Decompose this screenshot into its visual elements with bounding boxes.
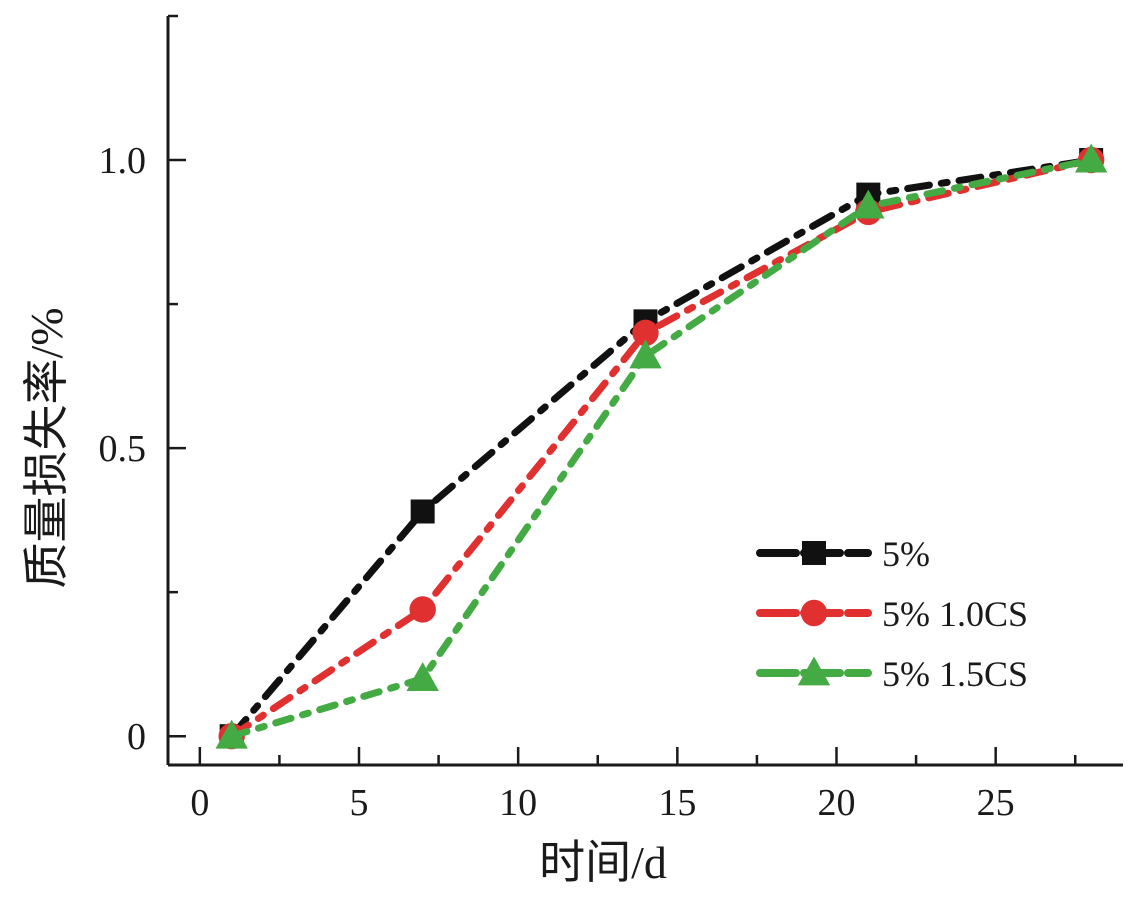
legend-marker xyxy=(797,656,831,686)
x-tick-label: 15 xyxy=(658,782,696,824)
x-tick-label: 10 xyxy=(499,782,537,824)
data-point xyxy=(1074,143,1108,173)
y-tick-label: 0 xyxy=(127,716,146,758)
legend-label: 5% xyxy=(882,534,930,574)
x-tick-label: 0 xyxy=(190,782,209,824)
series-3 xyxy=(215,143,1108,749)
x-tick-label: 5 xyxy=(350,782,369,824)
series-line xyxy=(228,156,1095,740)
y-tick-label: 0.5 xyxy=(99,428,147,470)
axes: 0 5 10 15 20 25 0 0.5 1.0 xyxy=(99,14,1123,824)
data-point xyxy=(215,719,248,749)
y-tick-label: 1.0 xyxy=(99,140,147,182)
data-point xyxy=(409,596,436,623)
data-point xyxy=(410,499,435,524)
legend-item-3: 5% 1.5CS xyxy=(756,654,1028,694)
x-tick-label: 25 xyxy=(977,782,1015,824)
legend-marker xyxy=(800,599,828,627)
legend-item-2: 5% 1.0CS xyxy=(756,594,1028,634)
legend-label: 5% 1.0CS xyxy=(882,594,1028,634)
legend-item-1: 5% xyxy=(756,534,930,574)
data-point xyxy=(629,339,662,369)
series-layer xyxy=(215,143,1108,750)
y-axis-title: 质量损失率/% xyxy=(21,307,72,588)
data-point xyxy=(406,662,439,691)
data-point xyxy=(852,189,885,219)
data-point xyxy=(632,319,659,347)
legend-label: 5% 1.5CS xyxy=(882,654,1028,694)
series-line xyxy=(228,156,1095,740)
x-tick-label: 20 xyxy=(818,782,856,824)
x-axis-title: 时间/d xyxy=(539,837,667,888)
legend: 5% 5% 1.0CS 5% 1.5CS xyxy=(756,534,1028,694)
legend-marker xyxy=(802,541,826,565)
